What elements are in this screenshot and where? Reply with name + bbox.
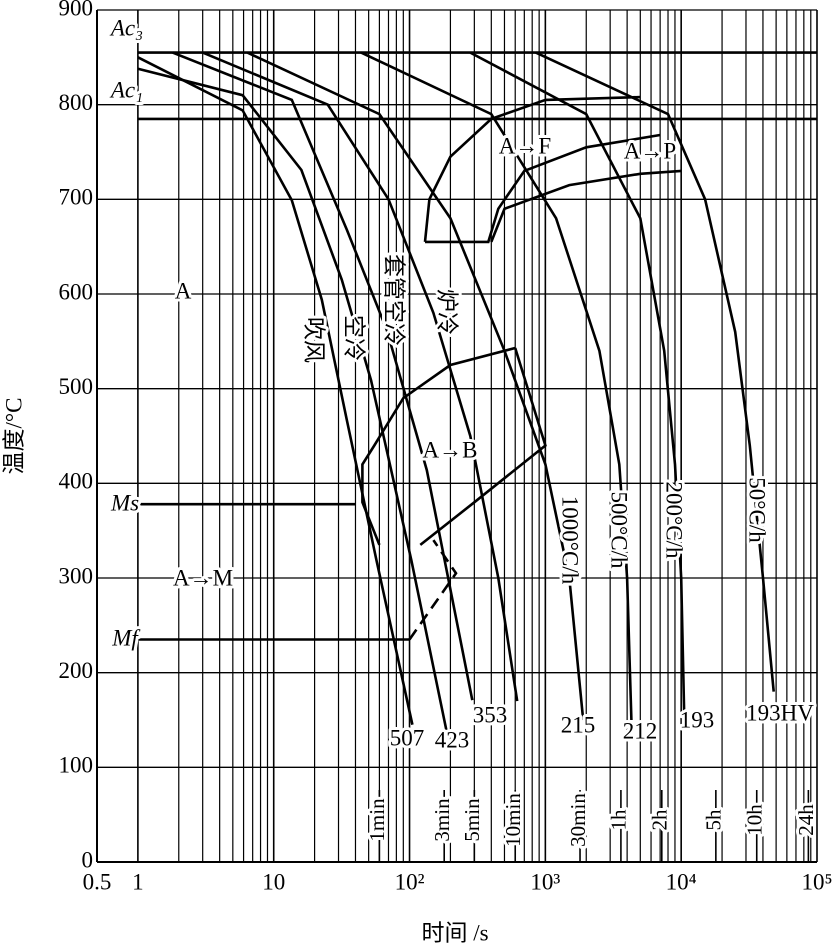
hardness-label: 193	[680, 707, 715, 732]
x-tick-label: 10⁴	[666, 869, 697, 894]
hardness-label: 215	[561, 712, 596, 737]
time-marker-label: 24h	[794, 804, 818, 836]
y-tick-label: 400	[59, 469, 94, 494]
x-tick-label: 0.5	[83, 869, 112, 894]
time-marker-label: 5h	[702, 809, 726, 831]
time-marker-label: 5min	[460, 798, 484, 842]
y-tick-label: 800	[59, 90, 94, 115]
time-marker-label: 2h	[648, 809, 672, 831]
curve-name: 500°C/h	[607, 492, 632, 569]
phase-boundary	[490, 169, 682, 243]
y-tick-label: 200	[59, 658, 94, 683]
hardness-label: 212	[623, 718, 658, 743]
phase-boundary	[419, 347, 547, 546]
curve-name: 200°C/h	[662, 482, 687, 559]
cooling-curve	[137, 67, 449, 736]
time-marker-label: 30min	[566, 793, 590, 847]
time-marker-label: 3min	[430, 798, 454, 842]
x-tick-label: 1	[132, 869, 144, 894]
x-tick-label: 10	[262, 869, 285, 894]
cooling-curve	[246, 51, 585, 721]
y-tick-label: 100	[59, 753, 94, 778]
region-label: A→M	[173, 565, 233, 590]
cooling-curve	[360, 51, 633, 721]
y-tick-label: 500	[59, 374, 94, 399]
y-tick-label: 700	[59, 185, 94, 210]
x-tick-label: 10²	[395, 869, 425, 894]
phase-boundary	[425, 133, 661, 244]
reference-label: Mf	[111, 625, 141, 650]
region-label: A	[175, 278, 192, 303]
cooling-curve	[469, 51, 686, 711]
cooling-curve	[535, 51, 775, 692]
y-tick-label: 900	[59, 0, 94, 20]
time-marker-label: 10min	[501, 793, 525, 847]
y-axis-title: 温度/°C	[1, 398, 26, 475]
cooling-curve	[137, 56, 414, 725]
cooling-curve	[202, 51, 519, 702]
curve-name: 50°C/h	[745, 477, 770, 543]
hardness-label: 423	[435, 727, 470, 752]
curve-name: 套管空冷	[382, 254, 407, 346]
hardness-label: 507	[390, 725, 425, 750]
curve-name: 炉冷	[435, 289, 460, 335]
reference-label: Ac₃	[109, 15, 143, 40]
curve-name: 空冷	[342, 315, 367, 361]
time-marker-label: 1min	[365, 798, 389, 842]
region-label: A→F	[499, 133, 551, 158]
phase-boundary	[361, 346, 516, 546]
x-axis-title: 时间 /s	[421, 920, 488, 945]
curve-name: 吹风	[302, 317, 327, 363]
time-marker-label: 1h	[607, 809, 631, 831]
reference-label: Ms	[110, 490, 139, 515]
hardness-label: 193HV	[746, 700, 814, 725]
curve-name: 1000°C/h	[558, 496, 583, 585]
y-tick-label: 600	[59, 279, 94, 304]
region-label: A→B	[423, 437, 478, 462]
reference-label: Ac₁	[109, 77, 143, 102]
y-tick-label: 300	[59, 563, 94, 588]
x-tick-label: 10⁵	[801, 869, 832, 894]
cooling-curve	[172, 51, 474, 701]
region-label: A→P	[624, 138, 676, 163]
hardness-label: 353	[473, 702, 508, 727]
phase-boundary	[408, 539, 458, 641]
time-marker-label: 10h	[743, 804, 767, 836]
y-tick-label: 0	[82, 847, 94, 872]
x-tick-label: 10³	[530, 869, 560, 894]
